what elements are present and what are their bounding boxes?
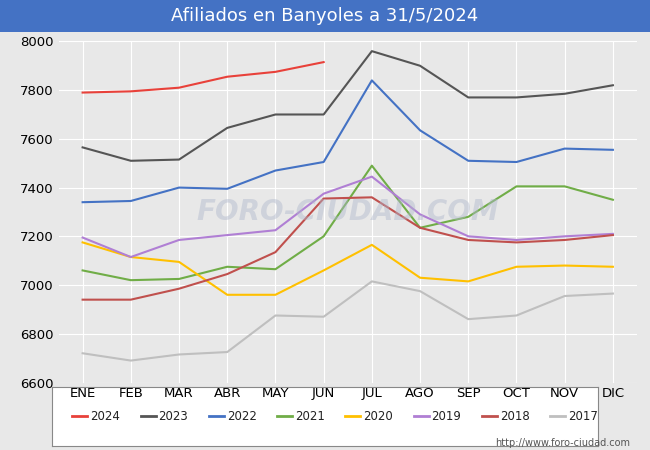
Text: 2024: 2024	[90, 410, 120, 423]
Text: 2017: 2017	[568, 410, 598, 423]
Text: 2021: 2021	[295, 410, 325, 423]
Text: 2018: 2018	[500, 410, 530, 423]
Text: Afiliados en Banyoles a 31/5/2024: Afiliados en Banyoles a 31/5/2024	[172, 7, 478, 25]
Text: http://www.foro-ciudad.com: http://www.foro-ciudad.com	[495, 438, 630, 448]
Text: 2019: 2019	[432, 410, 462, 423]
Text: 2023: 2023	[159, 410, 188, 423]
Text: 2022: 2022	[227, 410, 257, 423]
Text: 2020: 2020	[363, 410, 393, 423]
Text: FORO-CIUDAD.COM: FORO-CIUDAD.COM	[196, 198, 499, 226]
